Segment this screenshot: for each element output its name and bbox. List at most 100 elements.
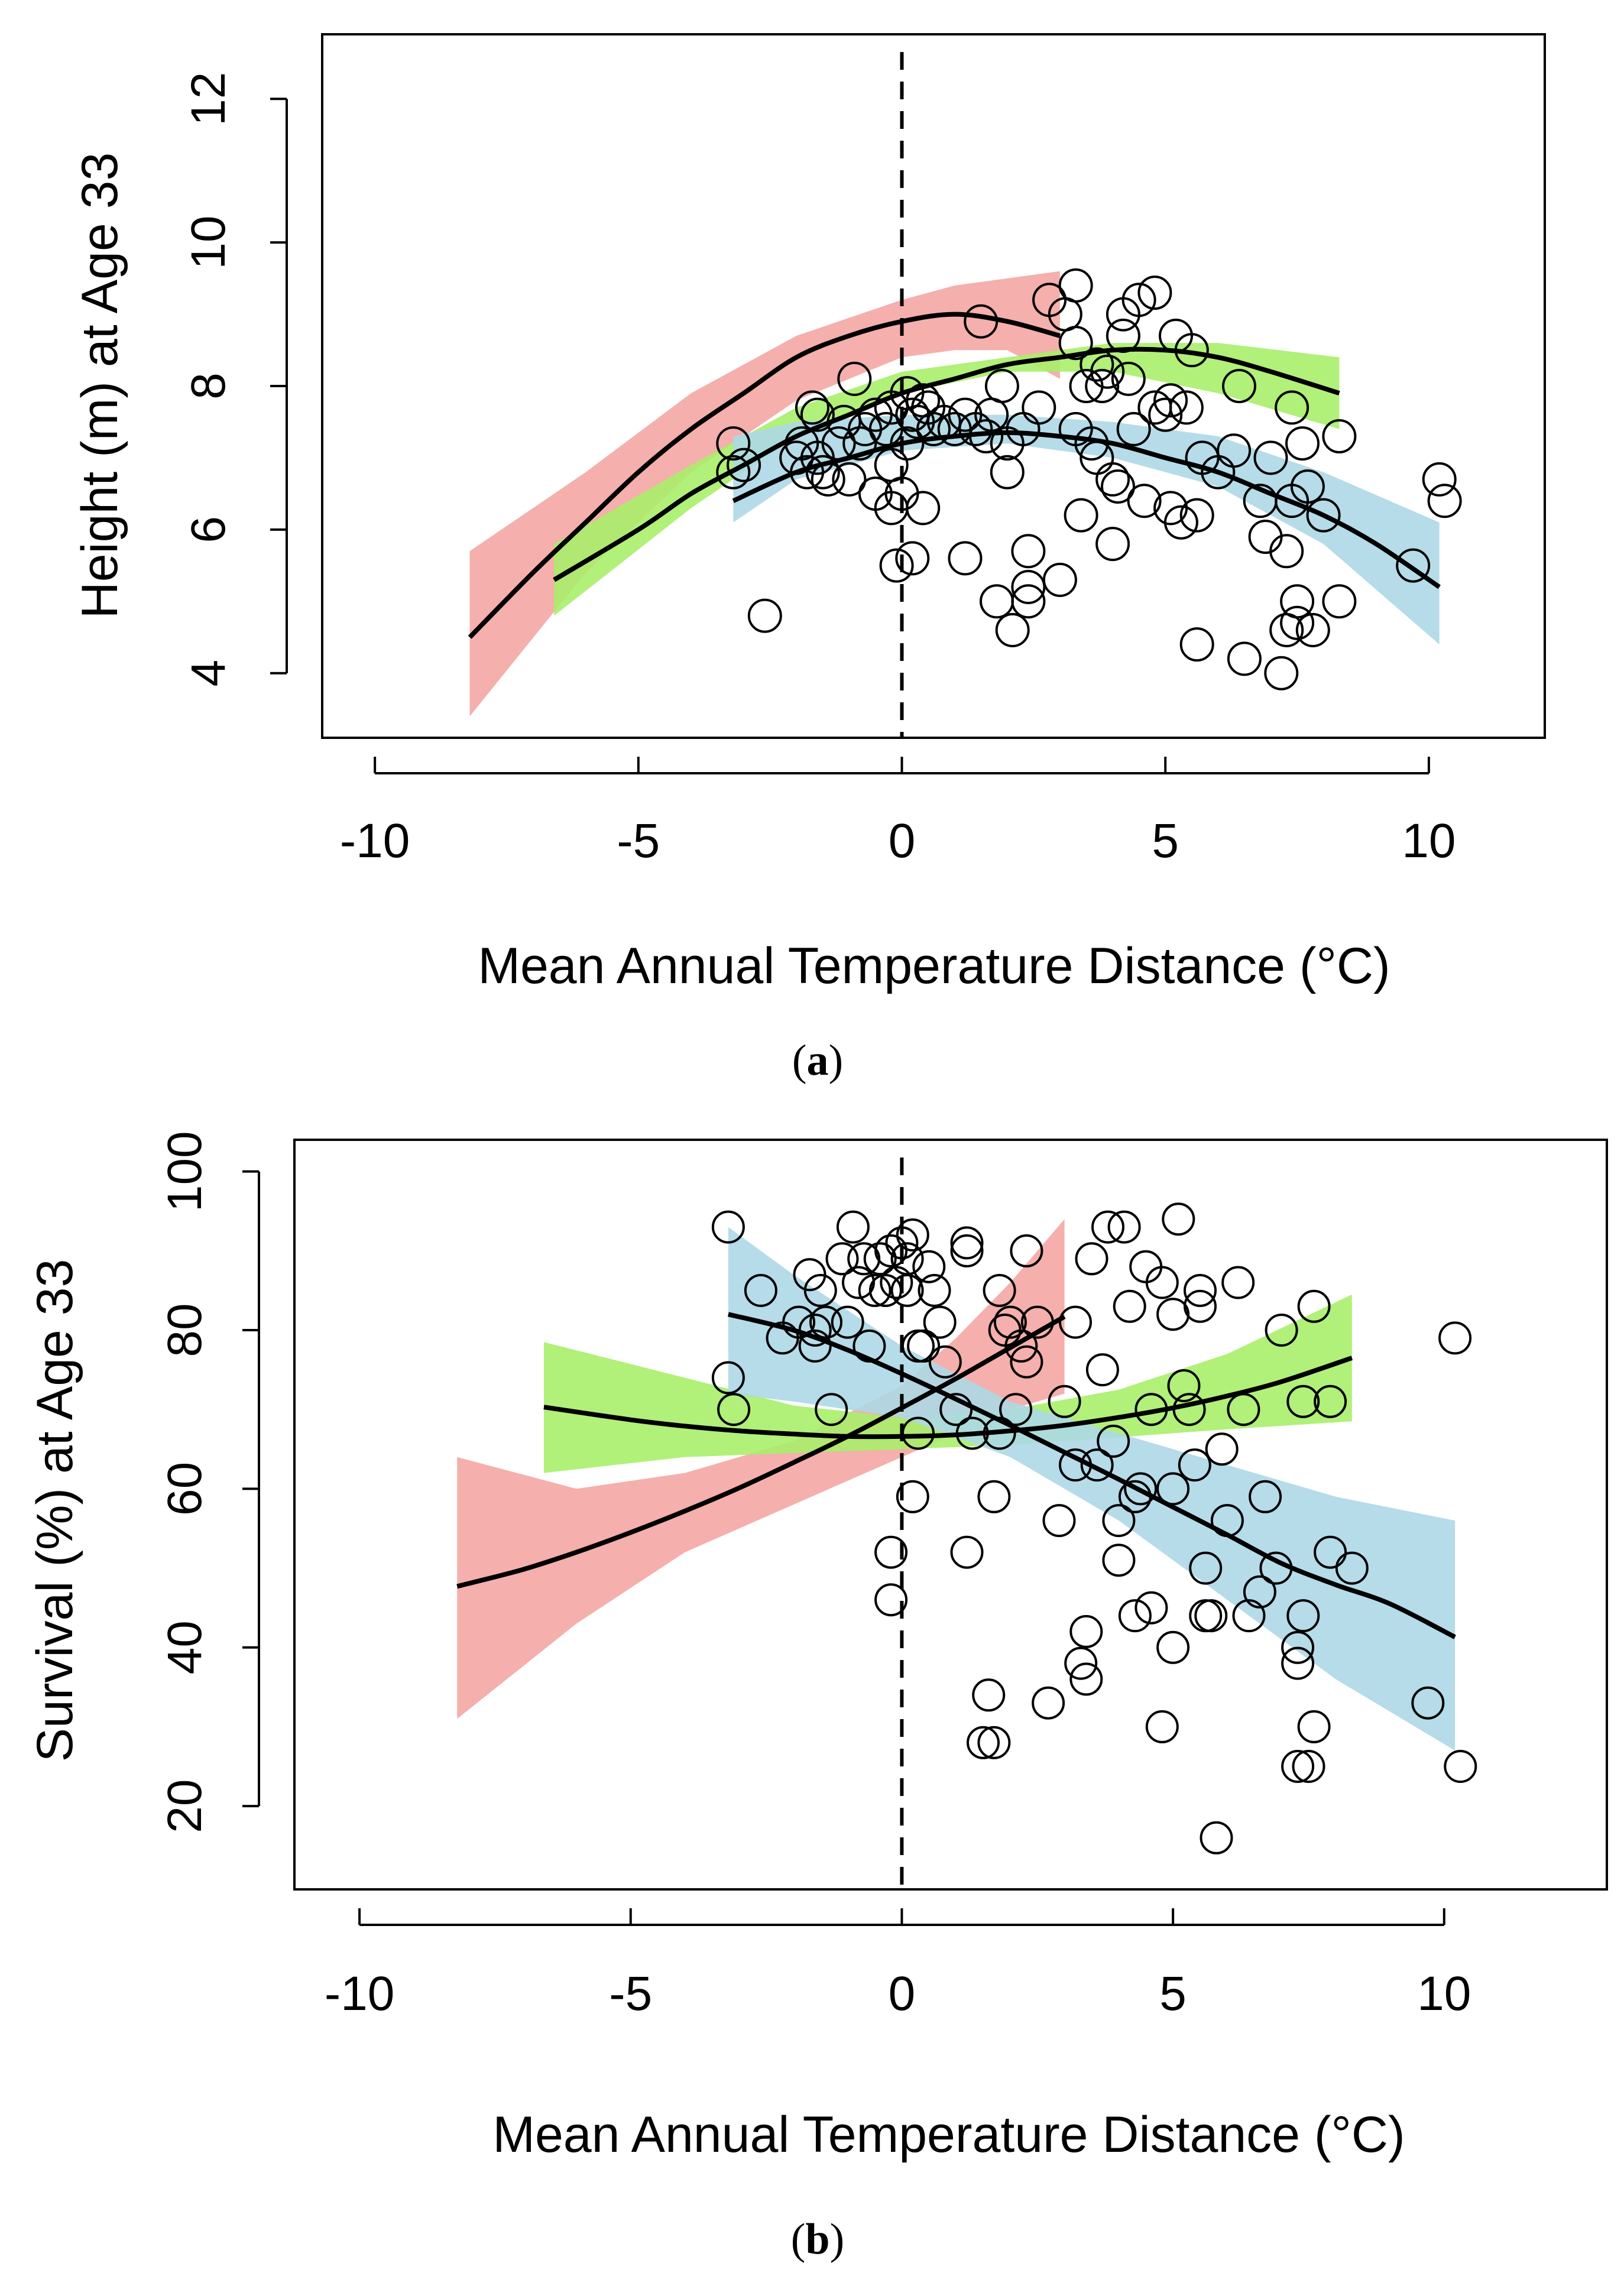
confidence-band-red — [469, 271, 1060, 716]
chart-panel-b: -10 -5 0 5 10 20 40 60 80 100 Mean Annual Tempera… — [27, 1131, 1608, 2264]
data-point — [885, 1226, 919, 1260]
y-axis-title: Height (m) at Age 33 — [72, 153, 128, 619]
data-point — [1032, 1686, 1065, 1720]
data-point — [1058, 326, 1093, 361]
data-point — [716, 426, 751, 461]
data-point — [923, 1305, 957, 1339]
data-point — [902, 1416, 935, 1450]
data-point — [1205, 1432, 1239, 1466]
data-point — [1290, 469, 1325, 504]
data-point — [1200, 1821, 1233, 1854]
data-point — [842, 426, 877, 461]
data-point — [890, 1273, 924, 1307]
y-tick-label: 6 — [181, 516, 235, 543]
x-axis-title: Mean Annual Temperature Distance (°C) — [492, 2106, 1405, 2163]
x-tick-label: -5 — [617, 814, 660, 868]
data-point — [868, 1273, 902, 1307]
y-tick-label: 10 — [181, 216, 235, 270]
data-point — [977, 1480, 1011, 1513]
data-point — [744, 1273, 777, 1307]
data-point — [805, 455, 840, 489]
data-point — [782, 1305, 816, 1339]
data-point — [1145, 1710, 1179, 1743]
data-point — [747, 598, 782, 633]
data-point — [1227, 641, 1262, 676]
data-point — [1286, 1385, 1320, 1418]
data-point — [1091, 1210, 1124, 1244]
data-point — [1248, 520, 1283, 554]
data-point — [950, 1226, 984, 1260]
data-point — [1085, 369, 1120, 403]
data-point — [798, 1329, 832, 1363]
data-point — [1281, 1646, 1315, 1680]
data-point — [977, 1726, 1011, 1759]
data-point — [950, 1234, 984, 1267]
data-point — [1118, 1599, 1152, 1633]
data-point — [1127, 484, 1162, 518]
data-point — [1281, 1750, 1315, 1783]
data-point — [1217, 433, 1252, 468]
data-point — [995, 612, 1030, 647]
data-point — [907, 1329, 941, 1363]
data-point — [1179, 627, 1214, 662]
data-point — [972, 1678, 1006, 1712]
data-point — [1222, 369, 1256, 403]
data-point — [803, 1273, 837, 1307]
data-point — [874, 448, 909, 482]
data-point — [1297, 1289, 1331, 1323]
data-point — [1069, 1614, 1103, 1648]
data-point — [1075, 1242, 1108, 1276]
data-point — [1280, 584, 1315, 619]
data-point — [874, 1234, 908, 1267]
data-point — [1156, 1630, 1190, 1664]
data-point — [1102, 1544, 1136, 1577]
data-point — [1286, 1599, 1320, 1633]
data-point — [815, 1393, 848, 1426]
plot-frame — [293, 1139, 1608, 1891]
y-axis-title: Survival (%) at Age 33 — [27, 1259, 83, 1762]
data-point — [1059, 1305, 1092, 1339]
data-point — [1148, 397, 1183, 432]
green-fit-line — [543, 1356, 1353, 1439]
x-tick-label: 5 — [1159, 1967, 1187, 2021]
data-point — [1022, 390, 1056, 425]
data-point — [1111, 361, 1146, 396]
red-fit-line — [456, 1314, 1066, 1589]
data-point — [950, 1535, 984, 1569]
data-point — [1064, 498, 1098, 533]
data-point — [1264, 656, 1299, 690]
data-point — [1145, 1266, 1179, 1299]
red-fit-line — [468, 312, 1061, 639]
data-point — [1184, 1289, 1217, 1323]
data-point — [1134, 1591, 1168, 1625]
data-point — [916, 411, 951, 446]
data-point — [1179, 498, 1214, 533]
data-point — [837, 361, 872, 396]
data-point — [983, 1273, 1016, 1307]
data-point — [1322, 584, 1357, 619]
blue-fit-line — [732, 430, 1441, 589]
plot-frame — [321, 33, 1546, 739]
x-tick-label: -10 — [325, 1967, 395, 2021]
data-point — [1095, 527, 1130, 562]
data-point — [1042, 1504, 1076, 1538]
data-point — [1275, 390, 1309, 425]
data-point — [1265, 1314, 1298, 1347]
data-point — [1292, 1750, 1325, 1783]
data-point — [1167, 1369, 1201, 1402]
data-point — [1194, 1599, 1228, 1633]
x-tick-label: -10 — [340, 814, 410, 868]
data-point — [939, 1393, 973, 1426]
y-tick-label: 60 — [158, 1462, 212, 1516]
data-point — [1156, 1298, 1190, 1331]
data-point — [1162, 1202, 1195, 1236]
data-point — [1306, 498, 1341, 533]
x-tick-label: 0 — [889, 1967, 916, 2021]
x-tick-label: 5 — [1152, 814, 1179, 868]
data-point — [1064, 1646, 1098, 1680]
data-point — [1004, 1329, 1038, 1363]
data-point — [1011, 584, 1046, 619]
data-point — [879, 548, 914, 583]
data-point — [1129, 1250, 1163, 1283]
